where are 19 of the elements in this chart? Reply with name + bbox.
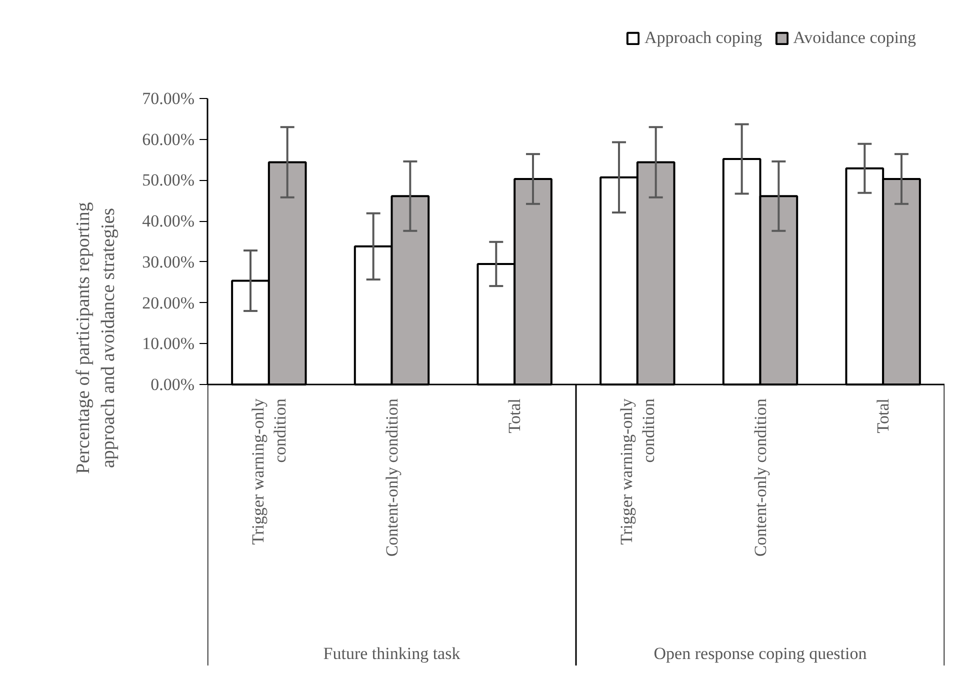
x-tick-label: Trigger warning-only condition <box>616 398 658 545</box>
y-tick-label: 70.00% <box>142 89 195 108</box>
y-tick-label: 60.00% <box>142 130 195 149</box>
legend-label: Approach coping <box>644 28 762 48</box>
y-tick-label: 50.00% <box>142 170 195 190</box>
y-tick-label: 40.00% <box>142 212 195 231</box>
x-tick-label: Trigger warning-only condition <box>248 398 290 545</box>
y-tick-label: 10.00% <box>142 334 195 354</box>
legend-label: Avoidance coping <box>793 28 916 48</box>
y-axis-title: Percentage of participants reporting approach and avoidance strategies <box>72 202 120 474</box>
x-tick-label: Content-only condition <box>382 398 402 557</box>
x-tick-label: Content-only condition <box>750 398 770 557</box>
y-tick-label: 30.00% <box>142 252 195 272</box>
text: Open response coping question <box>654 644 868 663</box>
x-tick-label: Total <box>505 398 524 434</box>
y-tick-label: 20.00% <box>142 293 195 312</box>
text: Future thinking task <box>323 644 461 663</box>
y-tick-label: 0.00% <box>150 375 195 394</box>
x-tick-label: Total <box>874 398 893 434</box>
